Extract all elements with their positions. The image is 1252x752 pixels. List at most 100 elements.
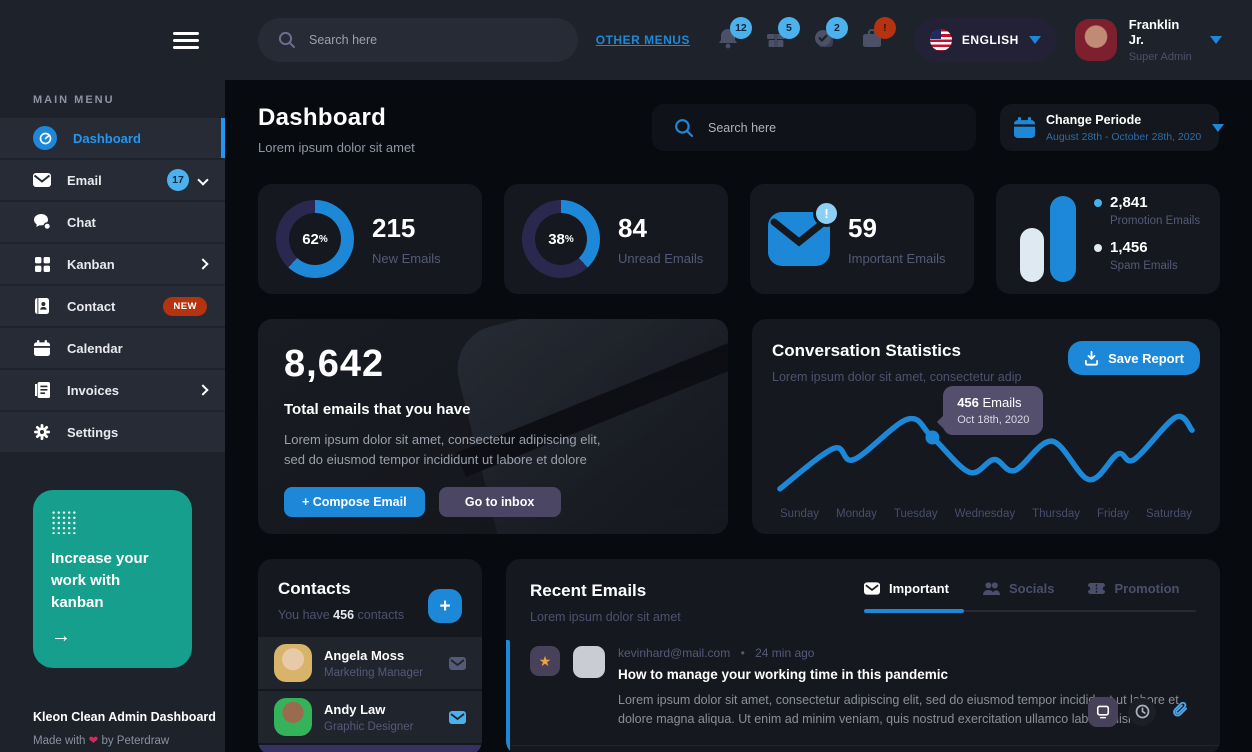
search-input[interactable]	[309, 33, 558, 47]
chevron-down-icon	[1212, 123, 1225, 132]
alert-badge: !	[873, 17, 896, 39]
divider	[506, 744, 1220, 746]
tab-socials[interactable]: Socials	[982, 581, 1054, 596]
sidebar-item-dashboard[interactable]: Dashboard	[0, 118, 225, 158]
paperclip-button[interactable]	[1166, 697, 1196, 727]
mail-icon[interactable]	[449, 710, 466, 724]
mail-icon[interactable]	[449, 656, 466, 670]
legend-value: 1,456	[1110, 239, 1148, 256]
chart-marker-dot	[925, 430, 940, 445]
kanban-promo-card[interactable]: Increase your work with kanban →	[33, 490, 192, 669]
settings-gear-icon	[33, 423, 51, 441]
save-report-button[interactable]: Save Report	[1068, 341, 1200, 375]
promo-line2: work with kanban	[51, 571, 121, 611]
periode-title: Change Periode	[1046, 112, 1142, 127]
avatar	[1074, 19, 1117, 61]
contact-row-partial[interactable]	[258, 745, 482, 752]
calendar-icon	[33, 339, 51, 357]
conversation-subtitle: Lorem ipsum dolor sit amet, consectetur …	[772, 370, 1022, 384]
envelope-check-icon	[864, 582, 880, 595]
unread-indicator	[506, 640, 510, 752]
change-periode-selector[interactable]: Change Periode August 28th - October 28t…	[1000, 104, 1225, 151]
new-badge: NEW	[163, 296, 207, 316]
profile-menu[interactable]: Franklin Jr. Super Admin	[1074, 17, 1222, 63]
main-content: Dashboard Lorem ipsum dolor sit amet Cha…	[225, 80, 1252, 752]
sender-line: kevinhard@mail.com • 24 min ago	[618, 646, 815, 660]
sidebar-item-label: Dashboard	[73, 130, 141, 146]
bell-notification-button[interactable]: 12	[716, 17, 752, 54]
sidebar-item-calendar[interactable]: Calendar	[0, 328, 225, 368]
chevron-right-icon	[197, 258, 209, 270]
user-name: Franklin Jr.	[1128, 17, 1180, 47]
gift-badge: 5	[777, 17, 800, 39]
recent-emails-card: Recent Emails Lorem ipsum dolor sit amet…	[506, 559, 1220, 752]
clock-button[interactable]	[1128, 697, 1156, 726]
legend-dot-promotion	[1094, 198, 1102, 207]
sidebar-item-email[interactable]: Email 17	[0, 160, 225, 200]
contact-row-angela[interactable]: Angela Moss Marketing Manager	[258, 637, 482, 689]
email-row[interactable]: ★ kevinhard@mail.com • 24 min ago How to…	[506, 640, 1196, 752]
app-brand: Kleon Clean Admin Dashboard	[33, 710, 216, 725]
avatar	[274, 644, 312, 682]
donut-62: 62%	[276, 200, 354, 278]
download-icon	[1084, 350, 1099, 366]
page-subtitle: Lorem ipsum dolor sit amet	[258, 140, 415, 155]
new-emails-card: 62% 215 New Emails	[258, 184, 482, 294]
contact-role: Marketing Manager	[324, 666, 424, 679]
legend-dot-spam	[1094, 243, 1102, 252]
legend-label: Spam Emails	[1110, 260, 1178, 272]
dashboard-search[interactable]	[652, 104, 976, 151]
contact-row-andy[interactable]: Andy Law Graphic Designer	[258, 691, 482, 743]
sender-avatar	[573, 646, 605, 678]
conversation-title: Conversation Statistics	[772, 341, 961, 360]
total-emails-card: 8,642 Total emails that you have Lorem i…	[258, 319, 728, 534]
other-menus-link[interactable]: OTHER MENUS	[595, 33, 690, 47]
sidebar-item-settings[interactable]: Settings	[0, 412, 225, 452]
topbar-search[interactable]	[258, 18, 578, 62]
conversation-statistics-card: Conversation Statistics Lorem ipsum dolo…	[752, 319, 1220, 534]
tab-important[interactable]: Important	[864, 581, 949, 596]
contact-role: Graphic Designer	[324, 720, 414, 733]
sidebar-item-kanban[interactable]: Kanban	[0, 244, 225, 284]
dots-grid-icon	[51, 510, 77, 534]
stat-value: 215	[372, 212, 416, 243]
recent-emails-title: Recent Emails	[530, 581, 647, 600]
contact-book-icon	[33, 297, 51, 315]
add-contact-button[interactable]: +	[428, 589, 462, 623]
sidebar-item-chat[interactable]: Chat	[0, 202, 225, 242]
sidebar-item-invoices[interactable]: Invoices	[0, 370, 225, 410]
email-count-badge: 17	[167, 169, 189, 191]
briefcase-notification-button[interactable]: !	[860, 17, 896, 54]
mini-bar-chart	[1020, 196, 1076, 282]
notification-icons: 12 5 2 !	[716, 17, 896, 54]
tab-promotion[interactable]: Promotion	[1088, 581, 1179, 596]
go-to-inbox-button[interactable]: Go to inbox	[438, 487, 561, 518]
calendar-icon	[1014, 117, 1035, 138]
contact-name: Angela Moss	[324, 647, 405, 663]
monitor-button[interactable]	[1088, 696, 1118, 727]
gift-notification-button[interactable]: 5	[764, 17, 800, 54]
stat-label: Unread Emails	[618, 250, 704, 266]
sidebar-item-label: Calendar	[67, 340, 123, 356]
tab-track	[864, 609, 1196, 613]
promo-spam-card: 2,841 Promotion Emails 1,456 Spam Emails	[996, 184, 1220, 294]
sidebar-item-contact[interactable]: Contact NEW	[0, 286, 225, 326]
total-emails-title: Total emails that you have	[284, 401, 471, 418]
star-button[interactable]: ★	[530, 646, 560, 676]
sidebar-item-label: Contact	[67, 298, 116, 314]
stat-value: 84	[618, 212, 647, 243]
chevron-down-icon	[1028, 36, 1041, 44]
avatar	[274, 698, 312, 736]
compose-email-button[interactable]: + Compose Email	[284, 487, 425, 518]
check-notification-button[interactable]: 2	[812, 17, 848, 54]
donut-38: 38%	[522, 200, 600, 278]
arrow-right-icon[interactable]: →	[51, 625, 71, 648]
search-icon	[278, 31, 296, 49]
chevron-down-icon	[1210, 36, 1222, 44]
language-selector[interactable]: ENGLISH	[913, 18, 1057, 62]
search-input[interactable]	[708, 120, 954, 135]
hamburger-menu-icon[interactable]	[173, 28, 199, 53]
total-emails-value: 8,642	[284, 343, 385, 385]
periode-range: August 28th - October 28th, 2020	[1046, 130, 1202, 143]
promotion-bar	[1050, 196, 1076, 282]
